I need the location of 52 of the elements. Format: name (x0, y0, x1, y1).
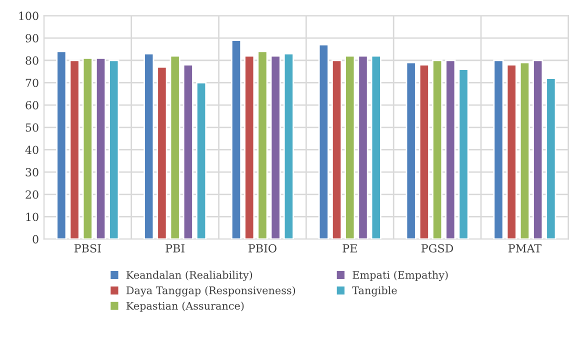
x-tick-label: PMAT (508, 244, 542, 252)
legend-label: Empati (Empathy) (352, 270, 448, 282)
y-tick-label: 90 (26, 34, 38, 42)
bar (196, 82, 207, 240)
bar (156, 66, 168, 240)
x-tick-label: PE (342, 244, 357, 252)
legend-label: Tangible (352, 286, 397, 296)
y-tick-label: 100 (19, 12, 38, 20)
y-tick-label: 70 (26, 78, 38, 88)
bar (69, 60, 80, 240)
x-tick-label: PBI (166, 244, 184, 252)
bar (358, 55, 368, 240)
bar (244, 55, 255, 240)
bar (519, 62, 530, 240)
bar (82, 57, 93, 240)
legend-label: Keandalan (Realiability) (126, 270, 252, 282)
bar (406, 62, 416, 240)
bar (318, 44, 329, 240)
y-tick-label: 40 (25, 146, 38, 154)
bar (230, 40, 242, 240)
bar (257, 50, 268, 240)
legend-label: Daya Tanggap (Responsiveness) (126, 286, 296, 296)
x-tick-label: PBIO (248, 244, 276, 253)
x-tick-label: PGSD (421, 244, 454, 253)
bar (270, 55, 281, 240)
y-tick-label: 20 (26, 190, 38, 199)
x-tick-label: PBSI (74, 244, 101, 253)
bar (445, 60, 456, 240)
y-tick-label: 10 (26, 212, 38, 222)
bar (283, 52, 294, 240)
y-tick-label: 0 (32, 235, 38, 244)
bar (170, 55, 180, 240)
bar (144, 52, 154, 240)
bar (370, 55, 382, 240)
y-tick-label: 30 (26, 168, 38, 176)
bar (108, 60, 120, 240)
bar (458, 68, 469, 240)
bar (95, 57, 106, 240)
bar (418, 64, 430, 240)
bar (532, 60, 544, 240)
bar (493, 60, 504, 240)
bar (182, 64, 194, 240)
bar (432, 60, 443, 240)
y-tick-label: 60 (26, 101, 38, 110)
bar (56, 50, 67, 240)
bar (546, 78, 556, 240)
bar (506, 64, 517, 240)
y-tick-label: 80 (26, 56, 38, 65)
legend-label: Kepastian (Assurance) (126, 302, 244, 312)
y-tick-label: 50 (26, 123, 38, 132)
bar (344, 55, 356, 240)
bar (331, 60, 342, 240)
